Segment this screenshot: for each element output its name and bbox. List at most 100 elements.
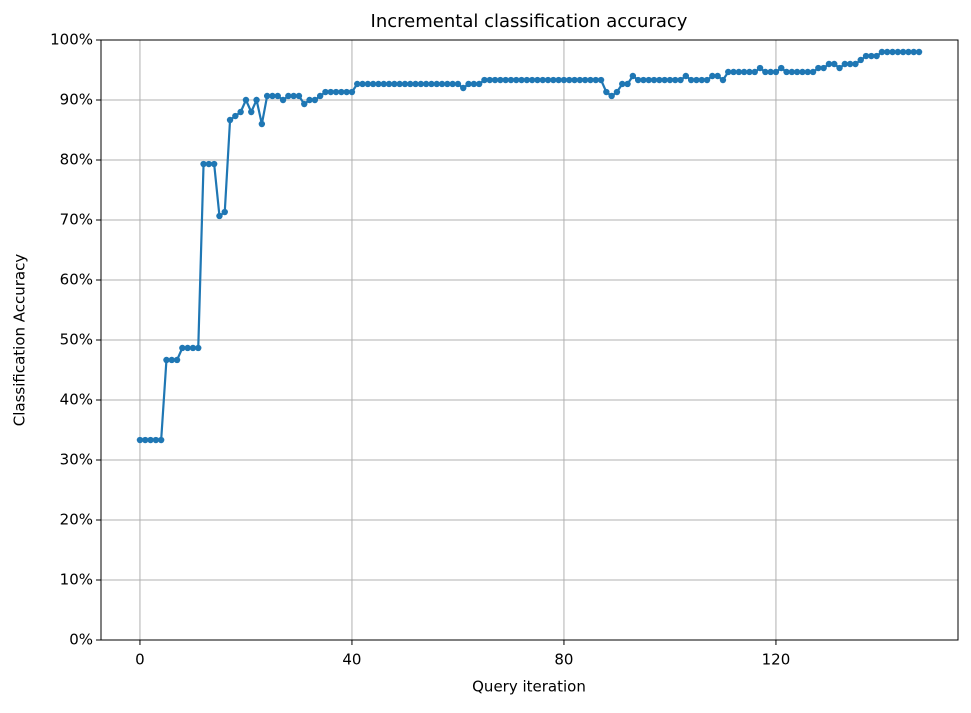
- data-point: [136, 436, 144, 444]
- data-point: [756, 64, 764, 72]
- data-point: [576, 76, 584, 84]
- data-point: [831, 60, 838, 68]
- y-tick-label: 50%: [60, 331, 93, 349]
- data-point: [269, 92, 276, 100]
- data-point: [619, 80, 626, 88]
- data-point: [338, 88, 345, 96]
- data-point: [184, 344, 191, 352]
- data-point: [173, 356, 181, 364]
- y-tick-label: 90%: [60, 91, 93, 109]
- data-point: [778, 64, 785, 72]
- data-point: [656, 76, 663, 84]
- data-point: [624, 80, 631, 88]
- data-point: [470, 80, 478, 88]
- data-point: [518, 76, 525, 84]
- chart-title: Incremental classification accuracy: [371, 11, 688, 32]
- data-point: [279, 96, 287, 104]
- data-point: [343, 88, 350, 96]
- y-tick-label: 30%: [60, 451, 93, 469]
- data-point: [189, 344, 197, 352]
- data-point: [793, 68, 801, 76]
- y-tick-label: 80%: [60, 151, 93, 169]
- data-point: [491, 76, 499, 84]
- data-point: [248, 108, 255, 116]
- data-point: [703, 76, 711, 84]
- data-point: [836, 64, 843, 72]
- data-point: [274, 92, 281, 100]
- x-tick-label: 120: [762, 651, 791, 669]
- data-point: [566, 76, 573, 84]
- data-point: [216, 212, 223, 220]
- y-tick-label: 60%: [60, 271, 93, 289]
- data-point: [544, 76, 552, 84]
- data-point: [899, 48, 907, 56]
- data-point: [884, 48, 891, 56]
- data-point: [438, 80, 446, 88]
- data-point: [454, 80, 462, 88]
- data-point: [560, 76, 568, 84]
- data-point: [322, 88, 329, 96]
- data-point: [889, 48, 896, 56]
- data-point: [820, 64, 827, 72]
- data-point: [910, 48, 917, 56]
- data-point: [142, 436, 149, 444]
- data-point: [672, 76, 679, 84]
- data-point: [290, 92, 297, 100]
- y-tick-label: 10%: [60, 571, 93, 589]
- data-point: [767, 68, 774, 76]
- data-point: [714, 72, 721, 80]
- data-point: [258, 120, 266, 128]
- data-point: [433, 80, 440, 88]
- data-point: [709, 72, 716, 80]
- data-point: [396, 80, 403, 88]
- data-point: [799, 68, 806, 76]
- data-point: [809, 68, 817, 76]
- data-point: [841, 60, 849, 68]
- x-tick-label: 40: [342, 651, 361, 669]
- data-point: [894, 48, 902, 56]
- data-point: [905, 48, 912, 56]
- data-point: [740, 68, 748, 76]
- y-axis-label: Classification Accuracy: [11, 254, 29, 427]
- x-tick-label: 0: [135, 651, 145, 669]
- data-point: [677, 76, 684, 84]
- data-point: [502, 76, 509, 84]
- data-point: [385, 80, 393, 88]
- data-point: [295, 92, 303, 100]
- data-point: [380, 80, 387, 88]
- data-point: [687, 76, 695, 84]
- data-point: [195, 344, 202, 352]
- data-point: [746, 68, 753, 76]
- data-point: [391, 80, 398, 88]
- data-point: [693, 76, 700, 84]
- data-point: [597, 76, 605, 84]
- data-point: [629, 72, 637, 80]
- data-point: [359, 80, 366, 88]
- y-tick-label: 0%: [69, 631, 93, 649]
- data-point: [868, 52, 875, 60]
- plot-frame: [100, 39, 959, 641]
- data-point: [444, 80, 451, 88]
- data-point: [613, 88, 621, 96]
- data-point: [862, 52, 870, 60]
- data-point: [481, 76, 488, 84]
- data-point: [783, 68, 790, 76]
- data-point: [846, 60, 854, 68]
- data-point: [640, 76, 647, 84]
- data-line: [139, 50, 920, 442]
- data-point: [534, 76, 541, 84]
- data-point: [449, 80, 456, 88]
- data-point: [226, 116, 234, 124]
- data-point: [263, 92, 271, 100]
- data-point: [179, 344, 186, 352]
- data-point: [650, 76, 658, 84]
- data-point: [592, 76, 599, 84]
- data-point: [735, 68, 743, 76]
- data-point: [507, 76, 515, 84]
- x-tick-label: 80: [554, 651, 573, 669]
- data-point: [852, 60, 859, 68]
- data-point: [730, 68, 737, 76]
- data-point: [571, 76, 578, 84]
- data-point: [719, 76, 727, 84]
- data-point: [698, 76, 705, 84]
